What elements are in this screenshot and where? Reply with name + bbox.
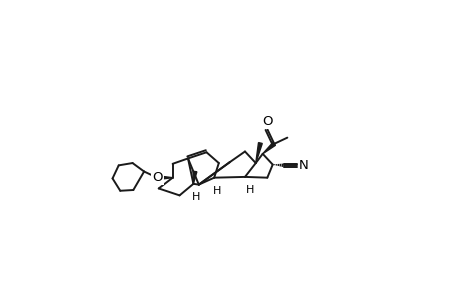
Polygon shape (262, 142, 275, 154)
Text: O: O (151, 171, 162, 184)
Text: H: H (192, 192, 200, 202)
Polygon shape (157, 176, 172, 180)
Text: O: O (262, 116, 272, 128)
Text: H: H (213, 186, 221, 196)
Polygon shape (255, 142, 262, 163)
Polygon shape (193, 171, 196, 184)
Text: N: N (298, 159, 308, 172)
Text: H: H (245, 184, 253, 195)
